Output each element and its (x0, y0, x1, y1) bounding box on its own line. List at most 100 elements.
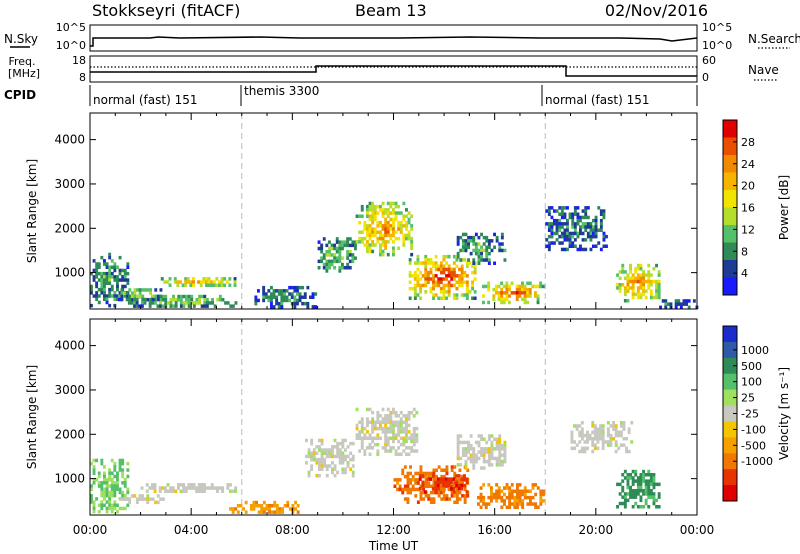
power-colorbar-tick-label: 20 (741, 180, 755, 193)
velocity-colorbar: 1000 500 100 25 -25 -100 -500 -1000 Velocity [m … (722, 325, 791, 502)
power-ytick-label: 1000 (54, 266, 85, 280)
power-patch (317, 237, 357, 273)
velocity-heatmap-panel: 1000 2000 3000 4000 Slant Range [km] (25, 318, 698, 516)
freq-tick-top: 18 (72, 54, 86, 67)
velocity-ytick-label: 4000 (54, 339, 85, 353)
power-patch (117, 288, 163, 302)
velocity-colorbar-swatch (723, 357, 737, 375)
velocity-colorbar-swatch (723, 389, 737, 406)
xtick-label: 20:00 (579, 523, 614, 537)
power-colorbar-tick-label: 28 (741, 136, 755, 149)
freq-label-unit: [MHz] (8, 67, 40, 80)
beam-label: Beam 13 (355, 1, 427, 20)
cpid-segment-2: themis 3300 (244, 84, 319, 98)
power-patch (127, 294, 238, 308)
velocity-colorbar-swatch (723, 485, 737, 502)
velocity-ylabel: Slant Range [km] (25, 365, 39, 469)
power-colorbar-tick-label: 24 (741, 158, 755, 171)
power-colorbar-swatch (723, 190, 737, 208)
velocity-colorbar-tick-label: 1000 (741, 344, 769, 357)
velocity-colorbar-swatch (723, 437, 737, 454)
velocity-patch (90, 458, 130, 514)
freq-trace (90, 65, 697, 77)
power-patch (160, 277, 237, 287)
power-colorbar: 4 8 12 16 20 24 28 Power [dB] (722, 119, 791, 296)
velocity-colorbar-tick-label: 25 (741, 392, 755, 405)
power-heatmap-panel: 1000 2000 3000 4000 Slant Range [km] (25, 112, 699, 310)
power-colorbar-swatch (723, 172, 737, 191)
power-ytick-label: 2000 (54, 221, 85, 235)
freq-tick-bottom: 8 (79, 71, 86, 84)
power-colorbar-swatch (723, 207, 737, 226)
power-colorbar-swatch (723, 155, 737, 173)
velocity-colorbar-swatch (723, 326, 737, 343)
power-patch (408, 254, 477, 300)
power-colorbar-tick-label: 12 (741, 223, 755, 236)
power-patch (355, 201, 414, 257)
nave-tick-bottom: 0 (702, 71, 709, 84)
nave-label: Nave (748, 63, 779, 77)
xtick-label: 04:00 (174, 523, 209, 537)
power-ytick-label: 4000 (54, 133, 85, 147)
velocity-patch (120, 494, 165, 505)
velocity-patch (229, 500, 300, 514)
velocity-colorbar-label: Velocity [m s⁻¹] (777, 367, 791, 460)
power-colorbar-swatch (723, 225, 737, 243)
cpid-segment-3: normal (fast) 151 (545, 93, 649, 107)
xtick-label: 00:00 (73, 523, 108, 537)
cpid-segment-1: normal (fast) 151 (93, 93, 197, 107)
nsky-trace (90, 36, 698, 47)
nsky-tick-bottom: 10^0 (56, 39, 86, 52)
freq-label-top: Freq. (8, 55, 35, 68)
power-colorbar-label: Power [dB] (777, 175, 791, 240)
power-patch (616, 263, 661, 303)
velocity-colorbar-tick-label: -500 (741, 439, 766, 452)
power-colorbar-swatch (723, 120, 737, 138)
velocity-patch (140, 483, 238, 493)
power-patch (482, 281, 545, 305)
velocity-patch (616, 469, 661, 509)
velocity-colorbar-tick-label: -1000 (741, 455, 773, 468)
velocity-colorbar-tick-label: 500 (741, 360, 762, 373)
velocity-colorbar-swatch (723, 453, 737, 470)
velocity-patch (456, 434, 507, 470)
nsearch-tick-bottom: 10^0 (702, 39, 732, 52)
power-ylabel: Slant Range [km] (25, 159, 39, 263)
date-label: 02/Nov/2016 (605, 1, 708, 20)
nave-tick-top: 60 (702, 54, 716, 67)
power-colorbar-tick-label: 16 (741, 202, 755, 215)
velocity-patch (355, 407, 419, 456)
velocity-patch (570, 421, 634, 454)
time-axis: 00:00 04:00 08:00 12:00 16:00 20:00 00:00 Time … (73, 523, 715, 553)
nsky-label: N.Sky (4, 32, 38, 46)
xtick-label: 00:00 (680, 523, 715, 537)
power-patch (456, 232, 507, 265)
velocity-colorbar-swatch (723, 469, 737, 486)
power-colorbar-tick-label: 8 (741, 245, 748, 258)
velocity-ytick-label: 1000 (54, 472, 85, 486)
velocity-colorbar-tick-label: -25 (741, 408, 759, 421)
velocity-plot-area (89, 318, 698, 516)
velocity-colorbar-tick-label: 100 (741, 376, 762, 389)
plot-title: Stokkseyri (fitACF) (92, 1, 240, 20)
velocity-colorbar-swatch (723, 405, 737, 422)
power-colorbar-swatch (723, 277, 737, 296)
velocity-colorbar-swatch (723, 421, 737, 438)
velocity-colorbar-swatch (723, 341, 737, 359)
xtick-label: 08:00 (275, 523, 310, 537)
power-patch (545, 206, 608, 252)
xaxis-label: Time UT (368, 539, 419, 553)
xtick-label: 16:00 (477, 523, 512, 537)
velocity-ytick-label: 3000 (54, 383, 85, 397)
nsearch-tick-top: 10^5 (702, 21, 732, 34)
power-ytick-label: 3000 (54, 177, 85, 191)
power-colorbar-swatch (723, 260, 737, 278)
xtick-label: 12:00 (376, 523, 411, 537)
power-colorbar-swatch (723, 137, 737, 156)
nsky-tick-top: 10^5 (56, 21, 86, 34)
nsearch-label: N.Search (748, 32, 800, 46)
power-colorbar-tick-label: 4 (741, 267, 748, 280)
velocity-patch (477, 483, 545, 509)
velocity-ytick-label: 2000 (54, 427, 85, 441)
